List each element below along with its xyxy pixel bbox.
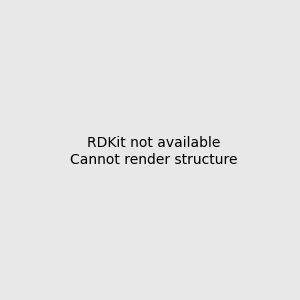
Text: RDKit not available
Cannot render structure: RDKit not available Cannot render struct… bbox=[70, 136, 238, 166]
